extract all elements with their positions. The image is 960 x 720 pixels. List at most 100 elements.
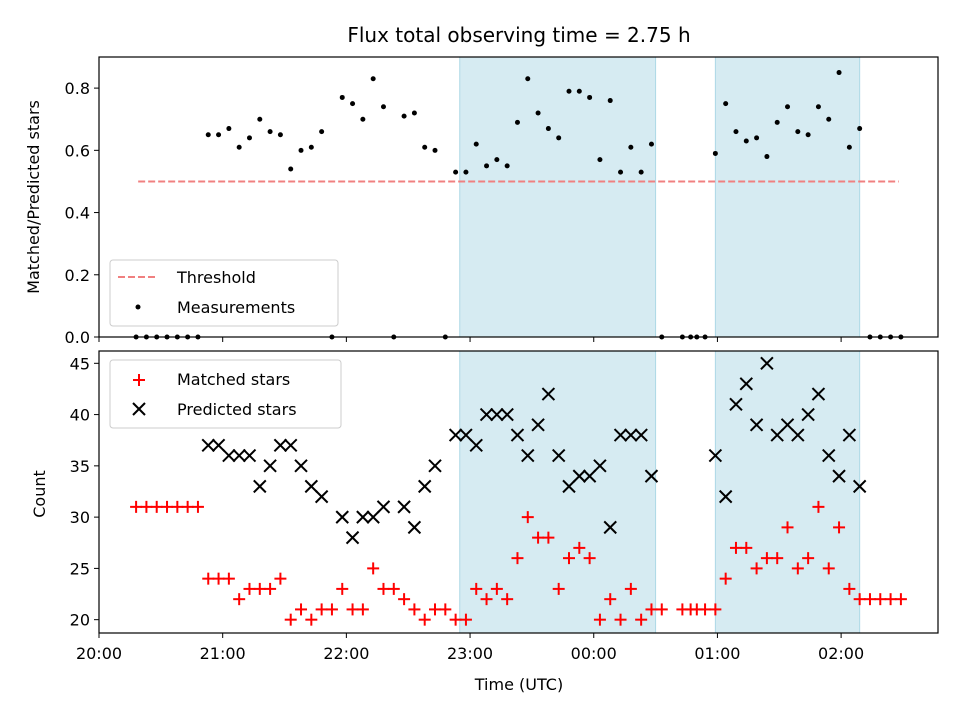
measurement-point xyxy=(205,132,211,138)
predicted-star-point xyxy=(294,459,308,473)
measurement-point xyxy=(298,147,304,153)
matched-star-point xyxy=(760,552,773,565)
predicted-legend-label: Predicted stars xyxy=(177,400,297,419)
predicted-star-point xyxy=(428,459,442,473)
measurement-point xyxy=(350,101,356,107)
top-panel: 0.00.20.40.60.8 Matched/Predicted stars … xyxy=(24,56,939,347)
top-y-axis-label: Matched/Predicted stars xyxy=(24,100,43,294)
predicted-star-point xyxy=(479,407,494,422)
matched-star-point xyxy=(233,593,246,606)
predicted-star-point xyxy=(852,479,867,494)
predicted-star-point xyxy=(490,407,504,422)
matched-star-point xyxy=(490,582,503,595)
predicted-star-point xyxy=(397,500,411,514)
predicted-star-point xyxy=(366,510,380,524)
predicted-star-point xyxy=(842,428,857,442)
matched-star-point xyxy=(843,582,856,595)
axes-frame xyxy=(98,56,939,338)
measurement-point xyxy=(607,98,613,104)
measurement-point xyxy=(267,129,273,135)
matched-star-point xyxy=(894,593,907,606)
measurement-point xyxy=(597,157,603,163)
predicted-star-point xyxy=(729,397,743,412)
predicted-star-point xyxy=(304,479,319,494)
measurement-point xyxy=(535,110,541,116)
predicted-star-point xyxy=(770,428,784,442)
predicted-star-point xyxy=(562,479,576,494)
figure-title: Flux total observing time = 2.75 h xyxy=(347,23,690,47)
measurement-point xyxy=(733,129,739,135)
y-tick-label: 35 xyxy=(70,457,90,476)
measurement-point xyxy=(836,70,842,76)
matched-star-point xyxy=(791,562,804,575)
matched-star-point xyxy=(480,593,493,606)
matched-star-point xyxy=(635,613,648,626)
matched-star-point xyxy=(130,500,143,513)
matched-star-point xyxy=(202,572,215,585)
measurement-point xyxy=(754,135,760,141)
matched-legend-label: Matched stars xyxy=(177,370,290,389)
measurement-point xyxy=(805,132,811,138)
measurement-point xyxy=(380,104,386,110)
measurement-point xyxy=(576,88,582,94)
measurement-point xyxy=(216,132,222,138)
measurement-point xyxy=(723,101,729,107)
predicted-star-point xyxy=(356,510,370,524)
predicted-star-point xyxy=(314,489,329,504)
predicted-star-point xyxy=(263,459,277,473)
predicted-legend-marker xyxy=(132,402,146,416)
bottom-axes: 20 25 30 35 40 45 20:00 21:00 22:00 23:00 00:00 01:… xyxy=(70,350,939,663)
y-tick-label: 45 xyxy=(70,354,90,373)
y-tick-label: 0.4 xyxy=(65,204,90,223)
matched-star-point xyxy=(346,603,359,616)
matched-star-point xyxy=(253,582,266,595)
measurement-point xyxy=(525,76,531,82)
matched-star-point xyxy=(604,593,617,606)
y-tick-label: 0.0 xyxy=(65,328,90,347)
matched-star-point xyxy=(802,552,815,565)
matched-star-point xyxy=(161,500,174,513)
predicted-star-point xyxy=(345,530,360,545)
predicted-star-point xyxy=(201,438,215,453)
matched-star-point xyxy=(699,603,712,616)
matched-star-point xyxy=(863,593,876,606)
measurement-point xyxy=(411,110,417,116)
matched-star-point xyxy=(709,603,722,616)
predicted-star-point xyxy=(780,418,795,432)
measurement-point xyxy=(494,157,500,163)
measurement-point xyxy=(514,119,520,125)
matched-star-point xyxy=(264,582,277,595)
matched-star-point xyxy=(315,603,328,616)
measurement-point xyxy=(504,163,510,169)
measurement-point xyxy=(360,116,366,122)
matched-star-point xyxy=(511,552,524,565)
measurement-point xyxy=(484,163,490,169)
predicted-star-point xyxy=(242,448,257,463)
matched-star-point xyxy=(532,531,545,544)
predicted-star-point xyxy=(739,377,753,391)
predicted-star-point xyxy=(253,479,267,494)
predicted-star-point xyxy=(541,387,556,401)
matched-star-point xyxy=(140,500,153,513)
matched-star-point xyxy=(284,613,297,626)
measurement-point xyxy=(453,169,459,175)
matched-star-point xyxy=(593,613,606,626)
x-tick-label: 22:00 xyxy=(323,644,369,663)
predicted-star-point xyxy=(603,520,617,535)
matched-star-point xyxy=(470,582,483,595)
matched-star-point xyxy=(171,500,184,513)
axes-frame xyxy=(98,350,939,634)
measurement-point xyxy=(545,126,551,132)
measurement-point xyxy=(785,104,791,110)
measurement-point xyxy=(401,113,407,119)
measurement-point xyxy=(712,150,718,156)
x-tick-label: 01:00 xyxy=(694,644,740,663)
predicted-star-point xyxy=(644,469,659,483)
predicted-star-point xyxy=(521,448,535,463)
measurement-point xyxy=(826,116,832,122)
matched-star-point xyxy=(295,603,308,616)
x-tick-label: 21:00 xyxy=(200,644,246,663)
predicted-star-point xyxy=(749,418,764,432)
matched-star-point xyxy=(356,603,369,616)
measurement-point xyxy=(566,88,572,94)
